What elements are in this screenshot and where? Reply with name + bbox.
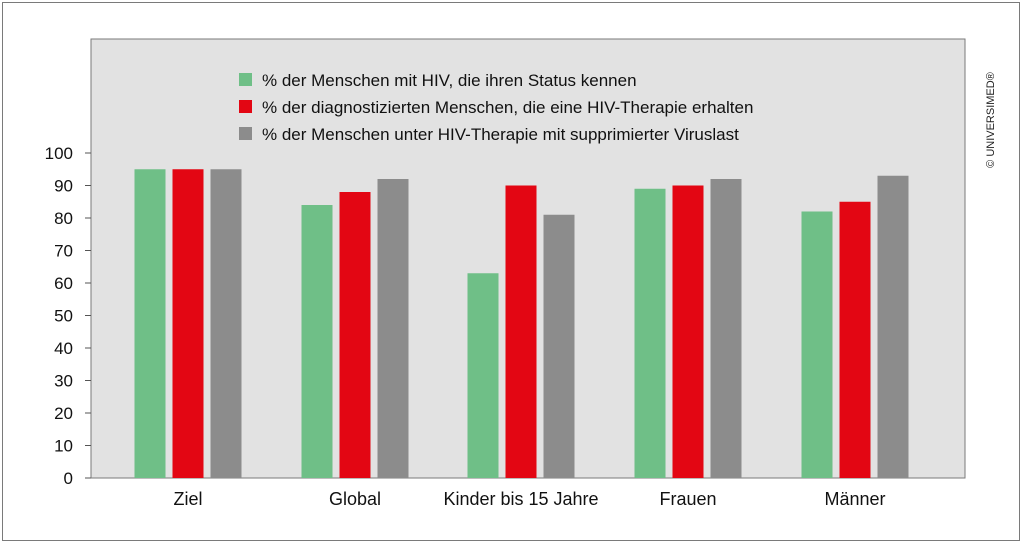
bar-1-kinder-bis-15-jahre <box>467 273 499 478</box>
x-category-label: Global <box>329 489 381 509</box>
bar-1-ziel <box>134 169 166 478</box>
bar-3-männer <box>877 175 909 478</box>
y-tick-label-0: 0 <box>64 469 73 488</box>
y-tick-label-20: 20 <box>54 404 73 423</box>
y-tick-label-10: 10 <box>54 437 73 456</box>
y-tick-label-30: 30 <box>54 372 73 391</box>
bar-3-ziel <box>210 169 242 478</box>
legend-swatch-2 <box>239 100 252 113</box>
x-category-label: Kinder bis 15 Jahre <box>443 489 598 509</box>
y-tick-label-60: 60 <box>54 274 73 293</box>
bar-1-männer <box>801 211 833 478</box>
legend-label-1: % der Menschen mit HIV, die ihren Status… <box>262 71 637 90</box>
copyright-text: © UNIVERSIMED® <box>985 72 997 168</box>
bar-2-frauen <box>672 185 704 478</box>
bar-2-ziel <box>172 169 204 478</box>
bar-1-frauen <box>634 188 666 478</box>
legend-swatch-3 <box>239 127 252 140</box>
legend-label-3: % der Menschen unter HIV-Therapie mit su… <box>262 125 739 144</box>
legend-swatch-1 <box>239 73 252 86</box>
bar-3-global <box>377 179 409 478</box>
bar-2-kinder-bis-15-jahre <box>505 185 537 478</box>
bar-1-global <box>301 205 333 478</box>
bar-2-global <box>339 192 371 478</box>
y-tick-label-70: 70 <box>54 242 73 261</box>
bar-3-kinder-bis-15-jahre <box>543 214 575 478</box>
y-tick-label-90: 90 <box>54 177 73 196</box>
bar-3-frauen <box>710 179 742 478</box>
x-category-label: Ziel <box>173 489 202 509</box>
bar-2-männer <box>839 201 871 478</box>
legend-label-2: % der diagnostizierten Menschen, die ein… <box>262 98 753 117</box>
y-tick-label-50: 50 <box>54 307 73 326</box>
x-category-label: Frauen <box>659 489 716 509</box>
x-category-label: Männer <box>824 489 885 509</box>
y-tick-label-80: 80 <box>54 209 73 228</box>
y-tick-label-100: 100 <box>45 144 73 163</box>
y-tick-label-40: 40 <box>54 339 73 358</box>
